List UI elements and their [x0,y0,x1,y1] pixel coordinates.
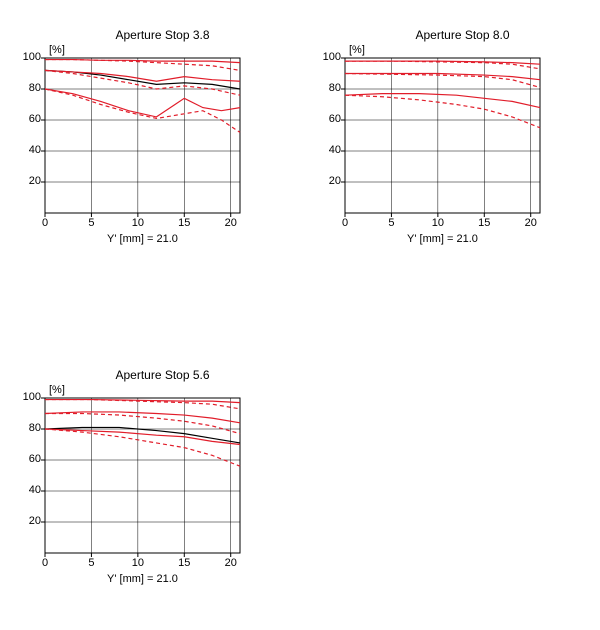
y-tick-label: 60 [17,453,41,465]
y-tick-label: 80 [17,422,41,434]
y-tick-label: 20 [17,515,41,527]
x-tick-label: 15 [476,217,492,229]
x-tick-label: 20 [523,217,539,229]
x-tick-label: 20 [223,557,239,569]
x-axis-caption: Y' [mm] = 21.0 [45,573,240,585]
x-tick-label: 0 [37,217,53,229]
chart-title: Aperture Stop 5.6 [45,368,280,382]
y-tick-label: 100 [317,51,341,63]
x-tick-label: 5 [83,557,99,569]
x-tick-label: 15 [176,217,192,229]
chart-title: Aperture Stop 8.0 [345,28,580,42]
series-line [45,70,240,95]
x-tick-label: 5 [383,217,399,229]
y-tick-label: 20 [17,175,41,187]
x-tick-label: 5 [83,217,99,229]
x-tick-label: 0 [37,557,53,569]
y-tick-label: 80 [317,82,341,94]
y-tick-label: 100 [17,391,41,403]
y-tick-label: 100 [17,51,41,63]
series-line [45,89,240,117]
plot-area [45,58,240,213]
y-tick-label: 20 [317,175,341,187]
y-unit-label: [%] [349,44,365,56]
series-line [345,95,540,128]
x-tick-label: 20 [223,217,239,229]
x-tick-label: 15 [176,557,192,569]
x-tick-label: 10 [430,217,446,229]
y-tick-label: 40 [17,144,41,156]
x-axis-caption: Y' [mm] = 21.0 [45,233,240,245]
plot-area [345,58,540,213]
y-tick-label: 80 [17,82,41,94]
y-unit-label: [%] [49,384,65,396]
y-tick-label: 60 [317,113,341,125]
y-tick-label: 60 [17,113,41,125]
chart-title: Aperture Stop 3.8 [45,28,280,42]
series-line [45,89,240,132]
x-axis-caption: Y' [mm] = 21.0 [345,233,540,245]
x-tick-label: 10 [130,217,146,229]
y-tick-label: 40 [317,144,341,156]
series-line [345,94,540,108]
x-tick-label: 10 [130,557,146,569]
series-line [45,70,240,81]
y-tick-label: 40 [17,484,41,496]
x-tick-label: 0 [337,217,353,229]
plot-area [45,398,240,553]
series-line [345,74,540,88]
y-unit-label: [%] [49,44,65,56]
